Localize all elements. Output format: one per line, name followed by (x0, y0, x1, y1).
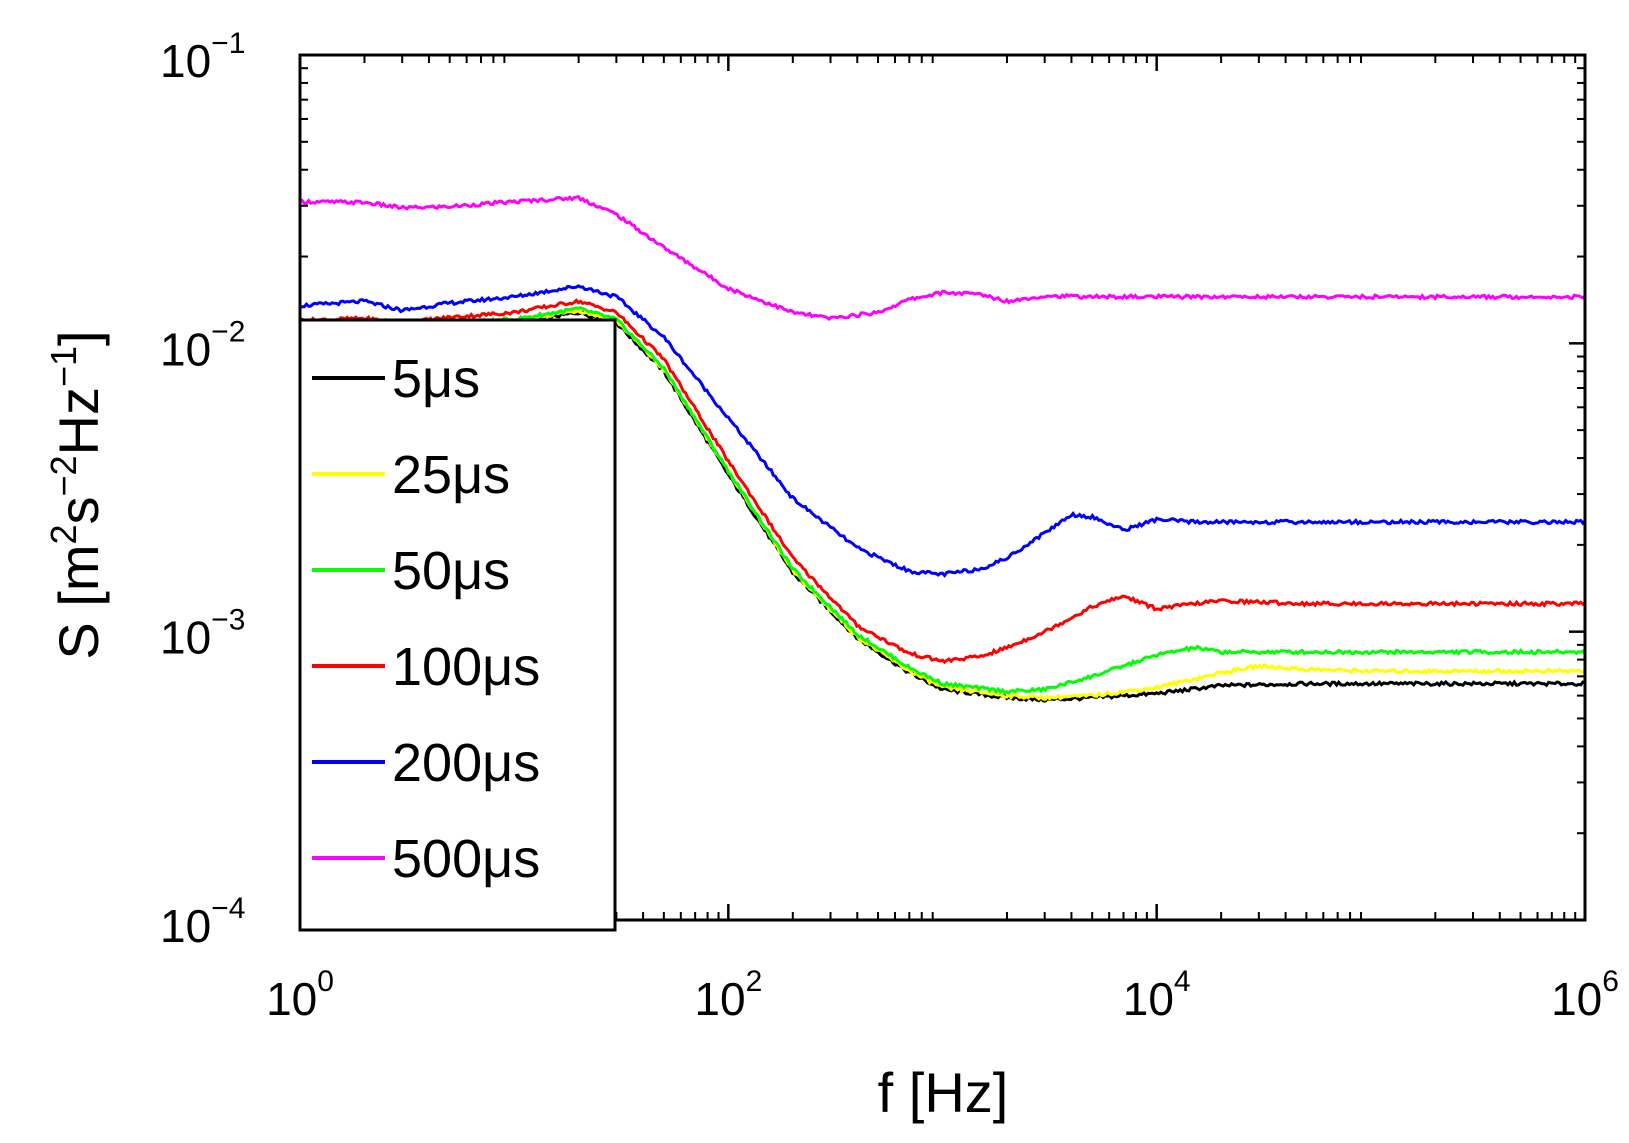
x-tick-label: 100 (266, 965, 334, 1025)
legend-label: 100μs (392, 637, 540, 697)
legend-entry-5: 200μs (312, 733, 540, 793)
legend-label: 5μs (392, 349, 480, 409)
x-axis-label: f [Hz] (878, 1061, 1009, 1124)
y-tick-label: 10−2 (160, 315, 245, 375)
legend-label: 25μs (392, 445, 510, 505)
legend-label: 200μs (392, 733, 540, 793)
series-line-4 (298, 298, 1586, 665)
legend-box (298, 318, 617, 932)
legend-entry-1: 5μs (312, 349, 480, 409)
legend-entry-4: 100μs (312, 637, 540, 697)
x-tick-label: 106 (1551, 965, 1619, 1025)
y-tick-label: 10−1 (160, 27, 245, 87)
y-tick-label: 10−4 (160, 892, 245, 952)
x-tick-label: 104 (1123, 965, 1191, 1025)
legend-entry-2: 25μs (312, 445, 510, 505)
legend-label: 50μs (392, 541, 510, 601)
x-tick-label: 102 (694, 965, 762, 1025)
legend: 5μs 25μs 50μs 100μs 200μs 500μs (298, 318, 617, 932)
legend-entry-3: 50μs (312, 541, 510, 601)
y-axis-label: S [m2s−2Hz−1] (43, 330, 110, 659)
series-line-6 (299, 195, 1587, 322)
y-tick-label: 10−3 (160, 604, 245, 664)
series-line-5 (299, 284, 1587, 578)
x-axis-ticks: 100 102 104 106 (266, 55, 1619, 1025)
legend-label: 500μs (392, 829, 540, 889)
legend-entry-6: 500μs (312, 829, 540, 889)
